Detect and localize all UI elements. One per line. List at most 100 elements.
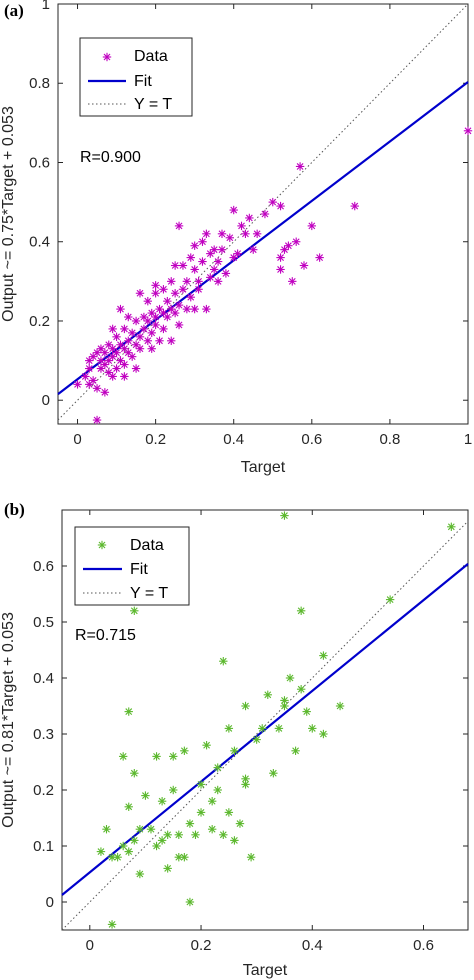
y-tick-label: 0.2 bbox=[29, 313, 50, 330]
data-point bbox=[135, 825, 145, 834]
data-point bbox=[209, 245, 219, 254]
panel-a: (a) 0 0.2 0.4 0.6 0.8 1 0 0.2 0.4 0.6 0.8 1 Target… bbox=[0, 0, 473, 476]
data-point bbox=[120, 372, 129, 381]
data-point bbox=[152, 752, 161, 761]
panel-b-x-axis-label: Target bbox=[243, 962, 288, 979]
data-point bbox=[120, 344, 129, 353]
data-point bbox=[147, 344, 156, 353]
data-point bbox=[230, 836, 239, 845]
data-point bbox=[335, 701, 345, 711]
x-tick-label: 0.2 bbox=[191, 937, 212, 954]
data-point bbox=[130, 836, 139, 845]
y-tick-label: 0 bbox=[46, 894, 54, 911]
data-point bbox=[280, 696, 289, 705]
data-point bbox=[198, 237, 207, 246]
data-point bbox=[130, 606, 139, 615]
panel-a-x-ticks: 0 0.2 0.4 0.6 0.8 1 bbox=[73, 4, 472, 448]
panel-a-legend-data-marker bbox=[102, 52, 112, 62]
data-point bbox=[180, 853, 189, 862]
panel-b-y-axis-label: Output ~= 0.81*Target + 0.053 bbox=[0, 612, 17, 828]
data-point bbox=[194, 285, 203, 294]
data-point bbox=[219, 830, 228, 839]
data-point bbox=[194, 277, 203, 286]
data-point bbox=[131, 364, 141, 373]
data-point bbox=[291, 237, 301, 246]
data-point bbox=[152, 841, 161, 851]
data-point bbox=[229, 205, 238, 215]
panel-b-legend-data-label: Data bbox=[130, 537, 164, 554]
data-point bbox=[131, 316, 141, 326]
data-point bbox=[96, 847, 106, 856]
data-point bbox=[146, 825, 156, 834]
data-point bbox=[213, 763, 222, 772]
x-tick-label: 0.6 bbox=[301, 431, 322, 448]
x-tick-label: 0.6 bbox=[413, 937, 434, 954]
data-point bbox=[196, 780, 206, 789]
data-point bbox=[207, 797, 217, 806]
data-point bbox=[288, 277, 297, 286]
data-point bbox=[118, 752, 128, 761]
data-point bbox=[163, 864, 172, 873]
y-tick-label: 1 bbox=[42, 0, 50, 13]
x-tick-label: 0.4 bbox=[223, 431, 244, 448]
data-point bbox=[167, 277, 176, 286]
data-point bbox=[135, 869, 145, 879]
data-point bbox=[100, 348, 110, 357]
panel-a-x-axis-label: Target bbox=[241, 459, 286, 476]
data-point bbox=[159, 285, 168, 294]
data-point bbox=[252, 735, 261, 744]
panel-a-legend-box bbox=[79, 37, 193, 117]
data-point bbox=[116, 304, 125, 314]
data-point bbox=[92, 415, 102, 425]
data-point bbox=[135, 332, 145, 342]
data-point bbox=[124, 348, 133, 357]
x-tick-label: 0.8 bbox=[379, 431, 400, 448]
x-tick-label: 0.2 bbox=[145, 431, 166, 448]
x-tick-label: 0 bbox=[86, 937, 94, 954]
data-point bbox=[463, 126, 473, 135]
data-point bbox=[169, 752, 178, 761]
panel-b-x-ticks: 0 0.2 0.4 0.6 bbox=[86, 510, 434, 954]
data-point bbox=[350, 201, 359, 211]
data-point bbox=[127, 352, 137, 361]
data-point bbox=[92, 384, 102, 393]
y-tick-label: 0.6 bbox=[33, 558, 54, 575]
data-point bbox=[178, 285, 188, 294]
data-point bbox=[196, 808, 206, 817]
panel-a-y-axis-label: Output ~= 0.75*Target + 0.053 bbox=[0, 106, 17, 322]
data-point bbox=[274, 724, 284, 733]
panel-a-legend-fit-label: Fit bbox=[134, 73, 152, 90]
data-point bbox=[120, 360, 129, 369]
data-point bbox=[284, 241, 293, 250]
data-point bbox=[319, 729, 328, 739]
data-point bbox=[447, 522, 456, 531]
legend-data-asterisk bbox=[102, 52, 112, 62]
data-point bbox=[237, 221, 246, 231]
data-point bbox=[157, 836, 167, 845]
data-point bbox=[163, 830, 172, 839]
data-point bbox=[151, 320, 160, 330]
data-point bbox=[233, 249, 242, 258]
panel-b-legend-data-marker bbox=[97, 540, 107, 550]
data-point bbox=[185, 897, 195, 907]
data-point bbox=[190, 265, 199, 274]
data-point bbox=[113, 853, 122, 862]
panel-a-legend-data-label: Data bbox=[134, 48, 168, 65]
data-point bbox=[315, 253, 324, 262]
data-point bbox=[147, 308, 156, 318]
data-point bbox=[151, 281, 160, 290]
data-point bbox=[206, 273, 215, 282]
data-point bbox=[302, 707, 311, 716]
data-point bbox=[108, 372, 117, 381]
y-tick-label: 0.3 bbox=[33, 726, 54, 743]
panel-a-label: (a) bbox=[4, 1, 24, 20]
data-point bbox=[276, 201, 285, 211]
data-point bbox=[295, 162, 305, 171]
data-point bbox=[157, 797, 167, 806]
data-point bbox=[276, 253, 285, 262]
data-point bbox=[224, 724, 234, 733]
y-tick-label: 0.4 bbox=[29, 234, 50, 251]
data-point bbox=[135, 344, 145, 353]
data-point bbox=[319, 651, 328, 660]
data-point bbox=[296, 685, 306, 694]
